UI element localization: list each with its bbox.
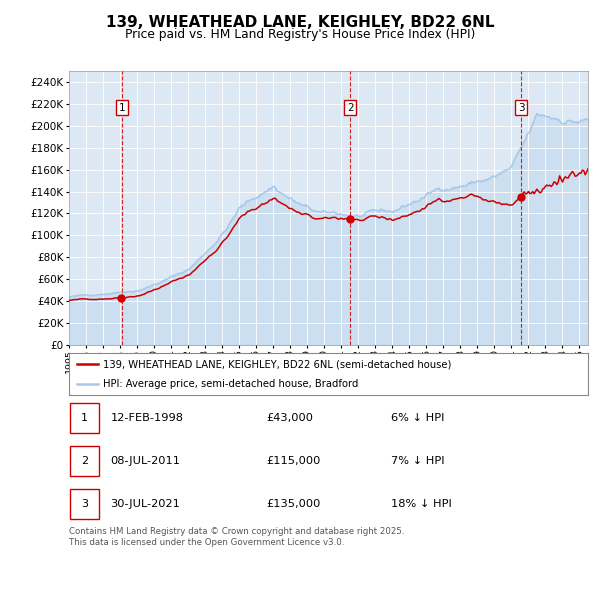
Text: 7% ↓ HPI: 7% ↓ HPI [391,457,445,466]
Text: 30-JUL-2021: 30-JUL-2021 [110,500,181,509]
Text: HPI: Average price, semi-detached house, Bradford: HPI: Average price, semi-detached house,… [103,379,358,389]
Bar [70,446,98,477]
Text: 139, WHEATHEAD LANE, KEIGHLEY, BD22 6NL: 139, WHEATHEAD LANE, KEIGHLEY, BD22 6NL [106,15,494,30]
Bar [70,490,98,520]
Text: 1: 1 [119,103,125,113]
Text: £115,000: £115,000 [266,457,320,466]
Text: 2: 2 [81,457,88,466]
Text: Price paid vs. HM Land Registry's House Price Index (HPI): Price paid vs. HM Land Registry's House … [125,28,475,41]
Text: Contains HM Land Registry data © Crown copyright and database right 2025.
This d: Contains HM Land Registry data © Crown c… [69,527,404,547]
Text: £135,000: £135,000 [266,500,320,509]
Text: 139, WHEATHEAD LANE, KEIGHLEY, BD22 6NL (semi-detached house): 139, WHEATHEAD LANE, KEIGHLEY, BD22 6NL … [103,359,451,369]
Text: 1: 1 [81,414,88,423]
Text: 3: 3 [81,500,88,509]
Text: 3: 3 [518,103,524,113]
Text: 6% ↓ HPI: 6% ↓ HPI [391,414,444,423]
Text: 12-FEB-1998: 12-FEB-1998 [110,414,184,423]
Text: £43,000: £43,000 [266,414,313,423]
Text: 08-JUL-2011: 08-JUL-2011 [110,457,181,466]
Text: 18% ↓ HPI: 18% ↓ HPI [391,500,452,509]
Text: 2: 2 [347,103,353,113]
Bar [70,404,98,433]
